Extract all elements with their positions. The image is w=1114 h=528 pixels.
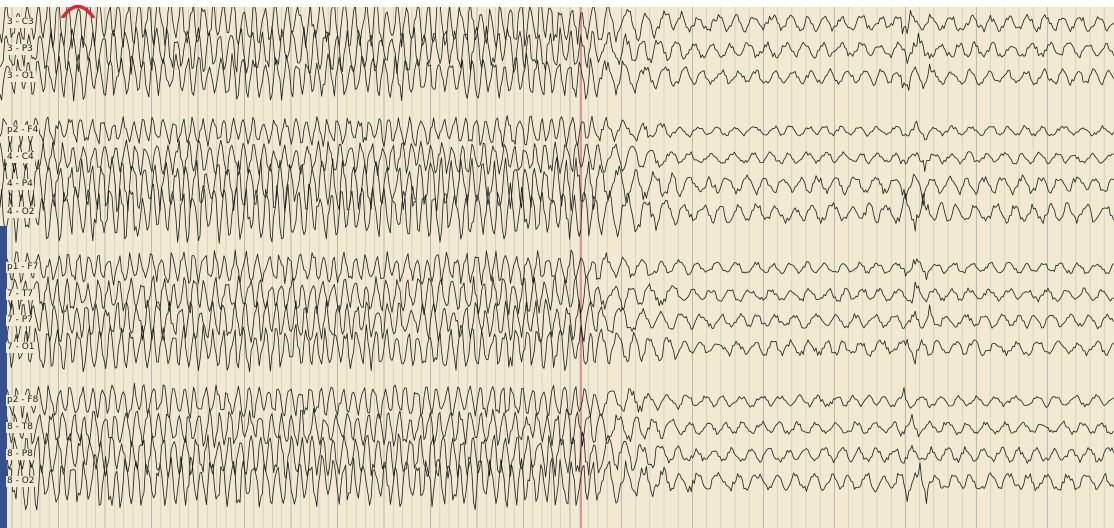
- channel-trace: [0, 407, 1114, 448]
- channel-trace: [0, 25, 1114, 75]
- channel-trace: [0, 52, 1114, 102]
- channel-label: 8 - T8: [6, 422, 34, 433]
- channel-trace: [0, 249, 1114, 286]
- top-border: [0, 0, 1114, 7]
- channel-label: p1 - F7: [6, 262, 40, 273]
- channel-trace: [0, 275, 1114, 316]
- channel-label: 8 - P8: [6, 449, 34, 460]
- channel-label: p2 - F4: [6, 125, 40, 136]
- channel-trace: [0, 156, 1114, 214]
- channel-label: 7 - O1: [6, 342, 36, 353]
- channel-trace: [0, 323, 1114, 373]
- channel-trace: [0, 454, 1114, 511]
- channel-trace: [0, 382, 1114, 419]
- channel-label: 8 - O2: [6, 476, 36, 487]
- channel-label: 3 - P3: [6, 44, 34, 55]
- channel-label: 7 - P7: [6, 315, 34, 326]
- channel-trace: [0, 115, 1114, 148]
- red-arc-icon[interactable]: [60, 0, 96, 18]
- channel-label: 3 - C3: [6, 17, 35, 28]
- channel-label: 3 - O1: [6, 71, 36, 82]
- channel-label: 4 - O2: [6, 207, 36, 218]
- channel-trace: [0, 139, 1114, 176]
- time-gridlines: [11, 7, 1105, 528]
- channel-trace: [0, 0, 1114, 49]
- channel-label: 4 - P4: [6, 179, 34, 190]
- channel-trace: [0, 431, 1114, 479]
- side-panel-strip: [0, 226, 7, 528]
- channel-label: p2 - F8: [6, 395, 40, 406]
- channel-trace: [0, 298, 1114, 344]
- channel-label: 7 - T7: [6, 289, 34, 300]
- channel-label: 4 - C4: [6, 152, 35, 163]
- channel-traces: [0, 0, 1114, 511]
- channel-trace: [0, 182, 1114, 244]
